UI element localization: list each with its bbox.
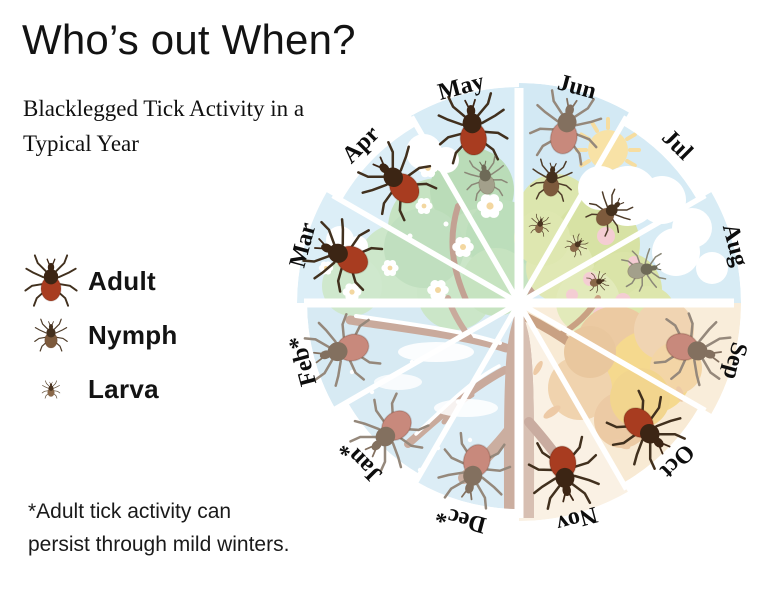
tick-larva <box>41 380 61 399</box>
adult-tick-icon <box>24 254 78 307</box>
legend-label-nymph: Nymph <box>88 319 178 350</box>
daisy-flower <box>427 280 449 300</box>
tick-adult <box>527 435 600 510</box>
tick-adult <box>437 92 509 165</box>
subtitle-line-1: Blacklegged Tick Activity in a <box>23 96 305 121</box>
daisy-flower <box>381 260 399 276</box>
month-label-dec: Dec* <box>433 500 489 538</box>
larva-tick-icon <box>41 380 61 399</box>
tick-adult <box>302 218 384 293</box>
legend-label-adult: Adult <box>88 265 156 296</box>
tick-adult-faded <box>349 392 430 473</box>
subtitle: Blacklegged Tick Activity in a Typical Ye… <box>23 92 304 161</box>
legend: Adult Nymph Larva <box>22 254 178 416</box>
tick-adult <box>357 141 438 222</box>
tick-adult-faded <box>653 312 732 387</box>
footnote-line-1: *Adult tick activity can <box>28 500 232 523</box>
footnote-line-2: persist through mild winters. <box>28 532 290 556</box>
footnote: *Adult tick activity can persist through … <box>28 496 289 561</box>
tick-nymph <box>34 318 68 352</box>
nymph-tick-icon <box>34 318 68 352</box>
tick-larva <box>528 213 551 237</box>
tick-adult-faded <box>528 89 603 166</box>
daisy-flower <box>477 194 503 218</box>
daisy-flower <box>415 198 433 214</box>
page-title: Who’s out When? <box>22 16 356 63</box>
tick-adult <box>605 389 686 470</box>
legend-label-larva: Larva <box>88 373 159 404</box>
legend-item-adult: Adult <box>22 254 178 308</box>
tick-nymph <box>585 188 634 237</box>
legend-item-nymph: Nymph <box>22 308 178 362</box>
subtitle-line-2: Typical Year <box>23 130 139 156</box>
daisy-flower <box>452 237 474 257</box>
tick-adult-faded <box>437 431 512 510</box>
daisy-flower <box>342 283 362 301</box>
legend-item-larva: Larva <box>22 362 178 416</box>
tick-adult <box>24 254 78 307</box>
tick-nymph-faded <box>621 248 667 292</box>
tick-larva <box>586 270 610 293</box>
daisy-flower <box>417 158 439 178</box>
month-dividers <box>304 88 734 518</box>
tick-nymph-faded <box>464 155 508 201</box>
tick-larva <box>564 233 589 258</box>
tick-adult-faded <box>303 313 382 387</box>
tick-nymph <box>530 158 573 202</box>
